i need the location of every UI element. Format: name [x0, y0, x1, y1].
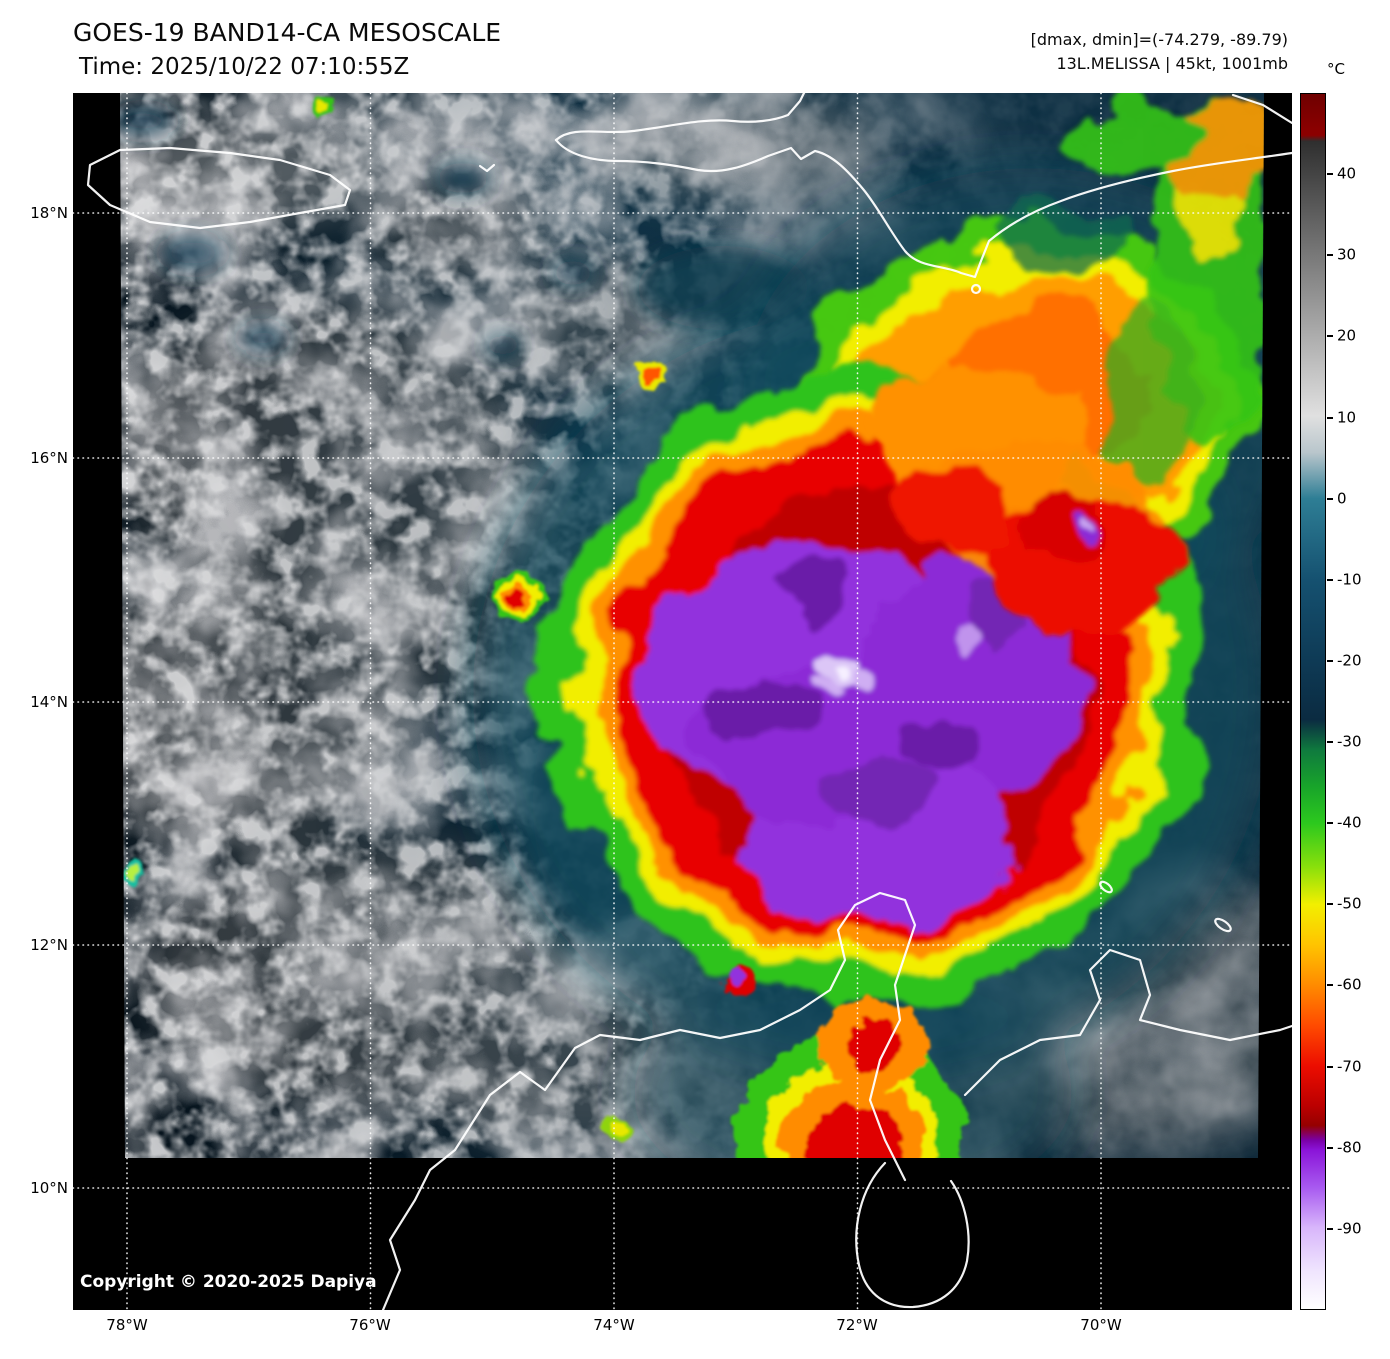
satellite-data-layer: [120, 93, 1264, 1158]
ne-corner-streaks: [1003, 98, 1264, 483]
colorbar-unit-label: °C: [1327, 60, 1345, 78]
lon-label: 78°W: [106, 1316, 148, 1334]
lon-label: 72°W: [836, 1316, 878, 1334]
coastlines: [86, 87, 1294, 1312]
satellite-image-svg: [72, 87, 1294, 1312]
coast-curacao: [1214, 917, 1232, 933]
coast-venezuela: [963, 948, 1294, 1097]
lon-label: 74°W: [593, 1316, 635, 1334]
lat-label: 16°N: [30, 449, 68, 467]
coast-aruba: [1099, 880, 1113, 894]
south-convection: [606, 965, 965, 1158]
coast-top-right: [1231, 93, 1294, 125]
lat-label: 10°N: [30, 1179, 68, 1197]
coast-lake-maracaibo: [855, 1161, 970, 1309]
timestamp: Time: 2025/10/22 07:10:55Z: [79, 54, 410, 80]
coast-hispaniola-north: [554, 87, 808, 142]
lat-label: 18°N: [30, 204, 68, 222]
coast-jamaica: [86, 146, 352, 230]
storm-core: [544, 372, 1198, 1006]
storm-ne-junction: [868, 368, 1168, 628]
coast-beata-island: [970, 283, 982, 295]
lon-label: 70°W: [1080, 1316, 1122, 1334]
storm-info: 13L.MELISSA | 45kt, 1001mb: [1056, 54, 1288, 73]
copyright-watermark: Copyright © 2020-2025 Dapiya: [80, 1272, 377, 1292]
page-title: GOES-19 BAND14-CA MESOSCALE: [73, 18, 502, 47]
lat-lon-graticule: [72, 92, 1293, 1311]
coast-hispaniola-south: [554, 138, 1294, 279]
coast-colombia: [381, 891, 917, 1312]
lat-label: 12°N: [30, 936, 68, 954]
range-info: [dmax, dmin]=(-74.279, -89.79): [1030, 30, 1288, 49]
coast-navassa: [478, 163, 496, 173]
lon-label: 76°W: [349, 1316, 391, 1334]
satellite-map: [72, 87, 1294, 1312]
temperature-colorbar: [1300, 93, 1326, 1310]
isolated-cells: [122, 98, 669, 882]
lat-label: 14°N: [30, 693, 68, 711]
